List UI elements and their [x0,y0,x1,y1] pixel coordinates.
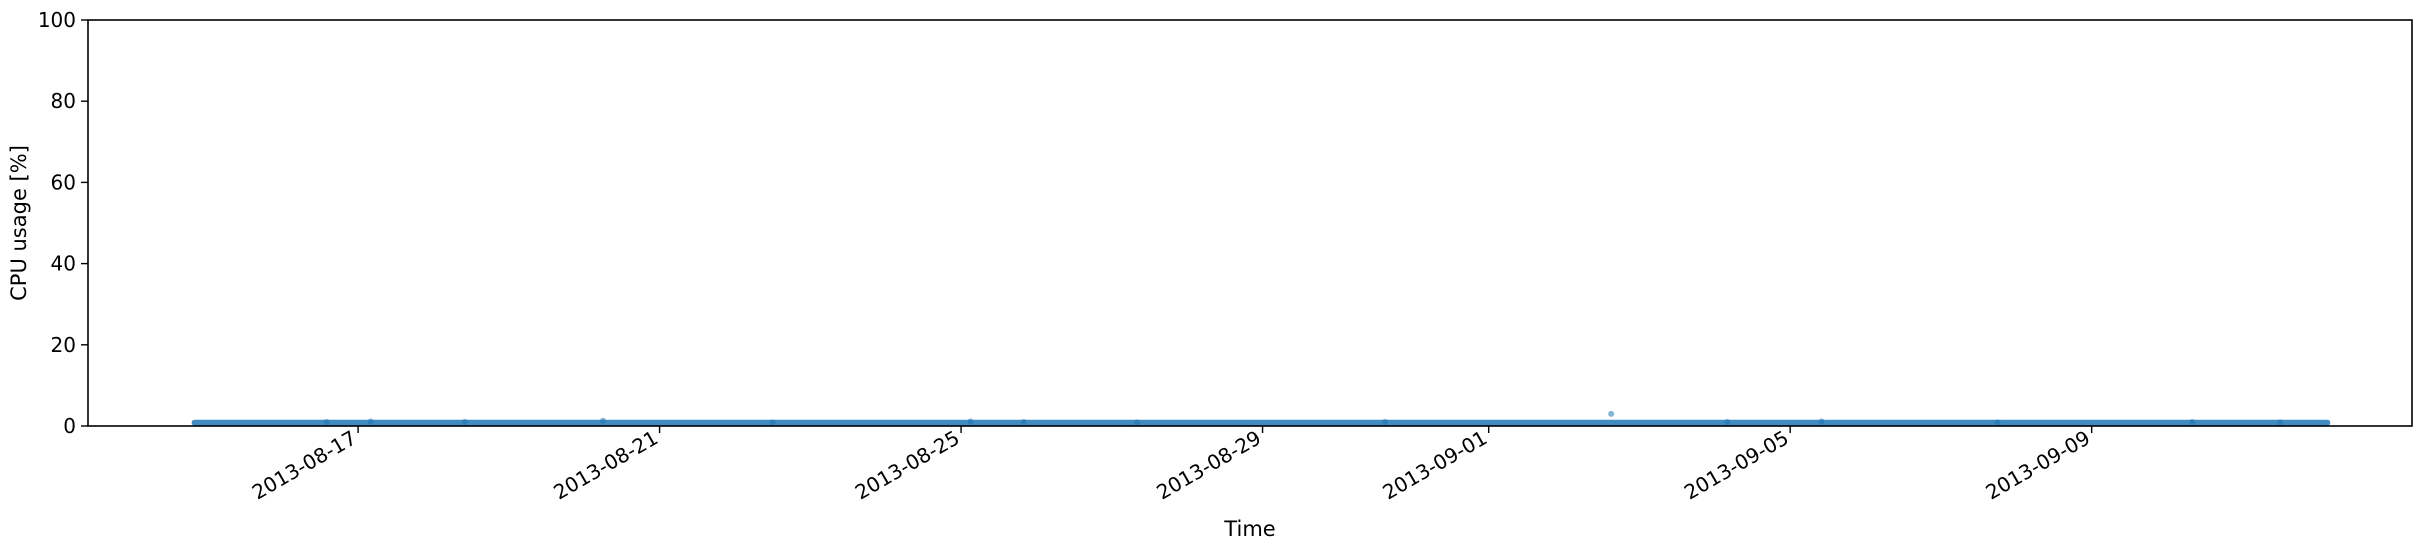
x-axis-label: Time [1223,517,1275,541]
data-point [2277,419,2284,426]
y-tick-label: 100 [38,8,76,32]
data-point [1818,418,1825,425]
data-point [1724,418,1731,425]
data-point [1382,418,1389,425]
plot-area [87,19,2413,427]
series-0 [191,410,2331,426]
data-point [967,418,974,425]
data-point [600,417,607,424]
data-marks [191,410,2331,426]
data-point [1994,419,2001,426]
y-tick-label: 60 [51,170,76,194]
series-band [191,419,2331,426]
data-point [1020,418,1027,425]
y-tick-label: 0 [63,414,76,438]
data-point [323,418,330,425]
data-point [1608,410,1615,417]
axes-frame [87,19,2413,427]
data-point [367,418,374,425]
y-tick-label: 40 [51,252,76,276]
data-point [2189,418,2196,425]
y-axis: 0 20 40 60 80 100 [38,8,88,438]
data-point [1133,419,1140,426]
data-point [461,418,468,425]
y-axis-label: CPU usage [%] [7,145,31,301]
y-tick-label: 80 [51,89,76,113]
data-point [769,419,776,426]
y-tick-label: 20 [51,333,76,357]
